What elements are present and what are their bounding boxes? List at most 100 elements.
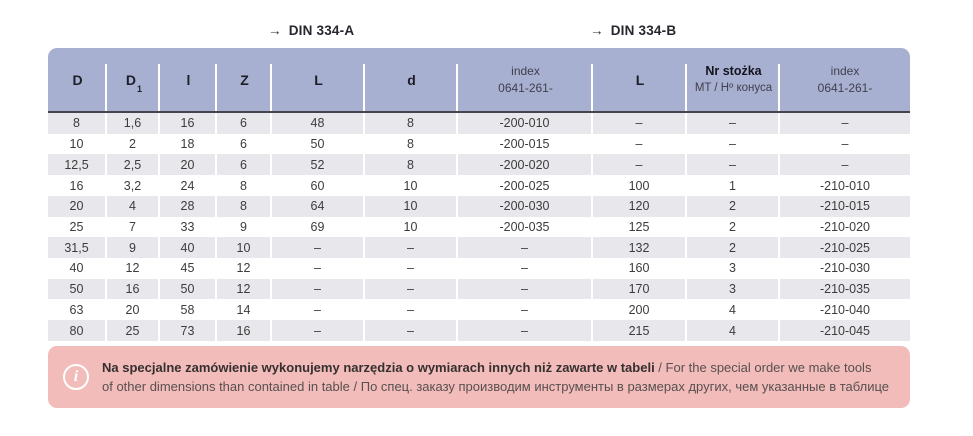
table-cell: 25 [107,320,160,341]
table-cell: 18 [160,133,217,155]
table-cell: – [687,154,780,176]
table-cell: 33 [160,216,217,238]
dimensions-table: D D1 l Z L d index 0641-261- L Nr stożka… [48,48,910,341]
table-cell: -210-010 [819,178,871,193]
table-cell: 2 [687,195,780,217]
note-line-2: of other dimensions than contained in ta… [102,379,890,394]
table-cell: – [458,278,593,300]
table-cell: 10 [217,237,272,259]
table-cell: 40 [48,258,107,279]
note-text: Na specjalne zamówienie wykonujemy narzę… [102,358,889,396]
table-cell: – [365,320,458,341]
table-cell: – [458,299,593,321]
table-cell: – [272,258,365,279]
table-cell: 40 [160,237,217,259]
table-cell: 16 [107,278,160,300]
table-cell: 9 [217,216,272,238]
table-header: D D1 l Z L d index 0641-261- L Nr stożka… [48,48,910,113]
table-cell: -210-030 [819,261,871,276]
table-cell: 48 [272,113,365,134]
table-cell: – [272,320,365,341]
table-cell: – [687,133,780,155]
table-cell: 28 [160,195,217,217]
index-label: index [511,63,540,78]
table-cell: 50 [48,278,107,300]
table-cell: 215 [593,320,687,341]
din-334-b-text: DIN 334-B [610,23,677,38]
column-header-Z: Z [217,48,272,111]
table-cell: -210-045 [819,323,871,338]
table-cell: 1 [687,175,780,196]
table-cell: -210-020 [819,219,871,234]
table-cell: 12 [217,278,272,300]
column-header-label: D1 [125,71,143,95]
table-cell: 200 [593,299,687,321]
table-cell: 3 [687,258,780,279]
table-cell: 50 [272,133,365,155]
table-cell: 125 [593,216,687,238]
table-cell: 8 [365,154,458,176]
arrow-right-icon: → [268,23,282,38]
table-cell: 3,2 [107,175,160,196]
column-header-label: L [314,71,323,88]
table-cell: – [841,157,849,172]
din-334-a-text: DIN 334-A [288,23,355,38]
table-cell: 2 [687,216,780,238]
table-cell: 60 [272,175,365,196]
table-cell: 10 [365,175,458,196]
column-header-D: D [48,48,107,111]
index-code: 0641-261- [498,80,553,95]
note-line-1: Na specjalne zamówienie wykonujemy narzę… [102,358,889,377]
table-cell: -210-040 [819,302,871,317]
table-row: 63 20 58 14 – – – 200 4 -210-040 [48,299,910,321]
table-cell: 69 [272,216,365,238]
table-cell: 12,5 [48,154,107,176]
table-cell: – [365,237,458,259]
table-cell: 7 [107,216,160,238]
table-row: 12,5 2,5 20 6 52 8 -200-020 – – – [48,154,910,176]
din-334-b-label: → DIN 334-B [590,23,676,38]
table-cell: -200-020 [458,154,593,176]
table-cell: – [841,137,849,152]
table-cell: – [841,116,849,131]
column-header-d: d [365,48,458,111]
table-cell: – [593,113,687,134]
table-row: 16 3,2 24 8 60 10 -200-025 100 1 -210-01… [48,175,910,196]
table-cell: 52 [272,154,365,176]
table-row: 50 16 50 12 – – – 170 3 -210-035 [48,278,910,300]
table-cell: – [458,237,593,259]
table-cell: 16 [160,113,217,134]
table-cell: 58 [160,299,217,321]
table-cell: 20 [107,299,160,321]
table-cell: 10 [365,195,458,217]
table-cell: 6 [217,113,272,134]
table-cell: 10 [48,133,107,155]
table-cell: 16 [217,320,272,341]
table-cell: – [593,133,687,155]
table-cell: -200-010 [458,113,593,134]
index-code: 0641-261- [817,80,873,95]
table-cell: 100 [593,175,687,196]
table-cell: 10 [365,216,458,238]
info-icon: i [63,364,89,390]
table-row: 20 4 28 8 64 10 -200-030 120 2 -210-015 [48,195,910,217]
table-cell: 2 [687,237,780,259]
table-row: 31,5 9 40 10 – – – 132 2 -210-025 [48,237,910,259]
table-cell: -200-030 [458,195,593,217]
table-cell: 4 [687,299,780,321]
table-cell: 24 [160,175,217,196]
table-row: 10 2 18 6 50 8 -200-015 – – – [48,133,910,155]
table-cell: 73 [160,320,217,341]
table-cell: 25 [48,216,107,238]
column-header-L-b: L [593,48,687,111]
table-cell: 16 [48,175,107,196]
column-header-index-a: index 0641-261- [458,48,593,111]
index-label: index [830,63,860,78]
table-cell: 80 [48,320,107,341]
table-cell: -210-025 [819,240,871,255]
column-header-label: d [407,71,416,88]
table-cell: 20 [160,154,217,176]
table-cell: 120 [593,195,687,217]
table-cell: 8 [365,133,458,155]
